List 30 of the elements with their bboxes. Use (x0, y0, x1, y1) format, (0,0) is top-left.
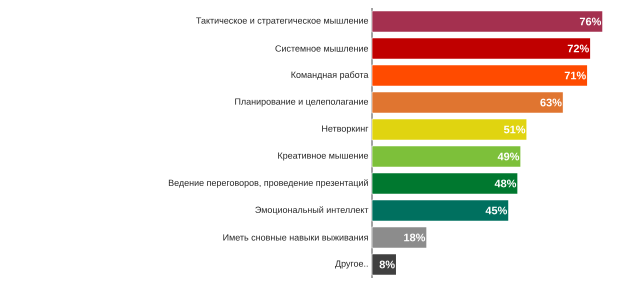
y-tick-label: Нетворкинг (322, 125, 368, 134)
data-label: 72% (568, 44, 589, 52)
y-tick-label: Командная работа (292, 71, 368, 80)
y-tick-label: Ведение переговоров, проведение презентаций (168, 179, 368, 188)
y-tick-label: Планирование и целеполагание (235, 98, 368, 107)
data-label: 48% (494, 180, 516, 188)
y-tick-label: Эмоциональный интеллект (255, 206, 368, 215)
bar (372, 118, 528, 140)
data-label: 49% (498, 152, 520, 160)
bar (372, 92, 564, 114)
data-label: 18% (404, 234, 426, 242)
bar (372, 200, 509, 222)
y-tick-label: Тактическое и стратегическое мышление (196, 17, 368, 26)
data-label: 63% (540, 98, 562, 106)
bar (372, 10, 603, 32)
y-tick-label: Иметь сновные навыки выживания (223, 234, 368, 241)
y-tick-label: Креативное мышение (278, 152, 368, 161)
bar (372, 254, 397, 276)
bar (372, 146, 521, 168)
y-tick-label: Системное мышление (275, 45, 368, 52)
data-label: 76% (580, 18, 602, 26)
data-label: 71% (564, 72, 586, 80)
data-label: 8% (380, 260, 395, 268)
bar (372, 64, 588, 86)
bar (372, 226, 427, 248)
bar (372, 172, 518, 194)
y-tick-label: Другое.. (335, 260, 368, 269)
bar (372, 38, 591, 60)
data-label: 51% (504, 126, 526, 134)
data-label: 45% (486, 206, 508, 214)
